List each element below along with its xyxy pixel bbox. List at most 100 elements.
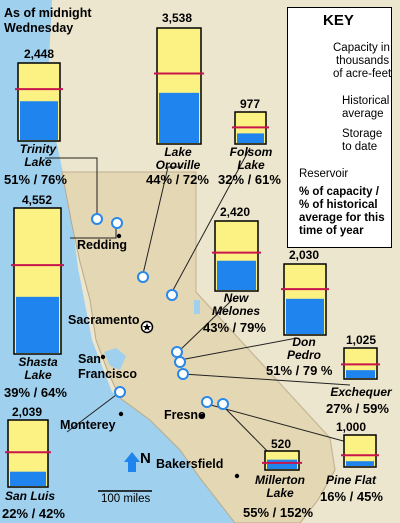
- folsom-capacity: 977: [239, 97, 261, 111]
- sanluis-capacity: 2,039: [11, 405, 43, 419]
- folsom-storage-bar: [237, 133, 264, 143]
- sanluis-name: San Luis: [2, 490, 58, 503]
- exchequer-name-line1: Exchequer: [330, 385, 392, 399]
- marker-millerton: [217, 398, 229, 410]
- legend-percent-line2: % of historical: [299, 199, 378, 211]
- exchequer-name: Exchequer: [326, 386, 396, 399]
- legend-percent-line4: time of year: [299, 225, 364, 237]
- trinity-name: Trinity Lake: [12, 143, 64, 169]
- city-sacramento: Sacramento: [68, 313, 140, 327]
- newmelones-capacity: 2,420: [219, 205, 251, 219]
- reservoir-gauges: [5, 27, 380, 488]
- newmelones-name: New Melones: [208, 292, 264, 318]
- sanluis-storage-bar: [10, 471, 46, 486]
- oroville-capacity: 3,538: [161, 11, 193, 25]
- newmelones-storage-bar: [217, 260, 256, 290]
- millerton-storage-bar: [267, 459, 297, 469]
- sf-bay: [104, 348, 126, 370]
- oroville-percent: 44% / 72%: [146, 172, 209, 187]
- leader-folsom: [171, 147, 251, 293]
- shasta-capacity: 4,552: [21, 193, 53, 207]
- legend-capacity-line1: Capacity in: [333, 42, 390, 54]
- pineflat-name-line1: Pine Flat: [325, 473, 376, 487]
- marker-donpedro: [174, 356, 186, 368]
- leader-newmelones: [177, 299, 233, 353]
- millerton-name: Millerton Lake: [250, 474, 310, 500]
- marker-oroville: [137, 271, 149, 283]
- donpedro-name: Don Pedro: [276, 336, 332, 362]
- leader-donpedro: [179, 337, 298, 361]
- pineflat-storage-bar: [346, 461, 374, 466]
- legend-percent-line1: % of capacity /: [299, 186, 379, 198]
- shasta-percent: 39% / 64%: [4, 385, 67, 400]
- leader-exchequer: [182, 373, 351, 386]
- dot-fresno: [199, 413, 205, 419]
- donpedro-percent: 51% / 79 %: [266, 363, 333, 378]
- city-monterey: Monterey: [60, 418, 116, 432]
- leader-pineflat: [206, 403, 348, 443]
- compass-north-label: N: [140, 450, 151, 467]
- title-line2: Wednesday: [4, 21, 74, 35]
- marker-shasta: [111, 217, 123, 229]
- city-redding: Redding: [77, 238, 127, 252]
- shasta-name: Shasta Lake: [12, 356, 64, 382]
- capital-star: [142, 323, 152, 331]
- reservoir-markers: [91, 213, 229, 410]
- dot-monterey: [118, 411, 124, 417]
- city-san-francisco-line2: Francisco: [78, 367, 138, 381]
- millerton-name-line2: Lake: [266, 486, 294, 500]
- trinity-name-line2: Lake: [24, 155, 52, 169]
- marker-sanluis: [114, 386, 126, 398]
- scale-label: 100 miles: [101, 493, 151, 505]
- oroville-name: Lake Oroville: [152, 146, 204, 172]
- legend-historical-line2: average: [342, 108, 384, 120]
- folsom-name: Folsom Lake: [225, 146, 277, 172]
- trinity-storage-bar: [20, 101, 58, 140]
- folsom-name-line2: Lake: [237, 158, 265, 172]
- marker-exchequer: [177, 368, 189, 380]
- leader-oroville: [142, 166, 183, 275]
- marker-pineflat: [201, 396, 213, 408]
- lake-tahoe: [194, 300, 200, 314]
- millerton-percent: 55% / 152%: [243, 505, 314, 520]
- donpedro-capacity: 2,030: [288, 248, 320, 262]
- city-fresno: Fresno: [164, 408, 206, 422]
- shasta-name-line1: Shasta: [18, 355, 58, 369]
- legend-percent-line3: average for this: [299, 212, 385, 224]
- exchequer-storage-bar: [346, 370, 375, 378]
- trinity-capacity: 2,448: [23, 47, 55, 61]
- leader-sanluis: [66, 391, 121, 433]
- shasta-storage-bar: [16, 296, 59, 353]
- monterey-bay: [110, 398, 120, 414]
- state-border: [62, 171, 336, 471]
- title-line1: As of midnight: [4, 6, 92, 20]
- city-bakersfield: Bakersfield: [156, 457, 224, 471]
- sanluis-percent: 22% / 42%: [2, 506, 65, 521]
- legend-title: KEY: [323, 12, 354, 29]
- millerton-capacity: 520: [270, 437, 292, 451]
- trinity-percent: 51% / 76%: [4, 172, 67, 187]
- oroville-name-line2: Oroville: [155, 158, 201, 172]
- folsom-percent: 32% / 61%: [218, 172, 281, 187]
- newmelones-name-line1: New: [223, 291, 249, 305]
- dot-redding: [116, 233, 122, 239]
- donpedro-name-line1: Don: [292, 335, 316, 349]
- marker-folsom: [166, 289, 178, 301]
- marker-newmelones: [171, 346, 183, 358]
- legend-reservoir-label: Reservoir: [299, 168, 349, 180]
- legend-storage-line2: to date: [342, 141, 378, 153]
- millerton-name-line1: Millerton: [255, 473, 305, 487]
- legend-historical-line1: Historical: [342, 95, 390, 107]
- city-dots: [100, 233, 240, 479]
- shasta-name-line2: Lake: [24, 368, 52, 382]
- dot-sf: [100, 354, 106, 360]
- exchequer-percent: 27% / 59%: [326, 401, 389, 416]
- legend-box: [287, 7, 392, 248]
- donpedro-name-line2: Pedro: [286, 348, 321, 362]
- oroville-storage-bar: [159, 92, 199, 143]
- exchequer-capacity: 1,025: [345, 333, 377, 347]
- sanluis-name-line1: San Luis: [4, 489, 55, 503]
- pineflat-percent: 16% / 45%: [320, 489, 383, 504]
- leader-trinity: [45, 157, 98, 216]
